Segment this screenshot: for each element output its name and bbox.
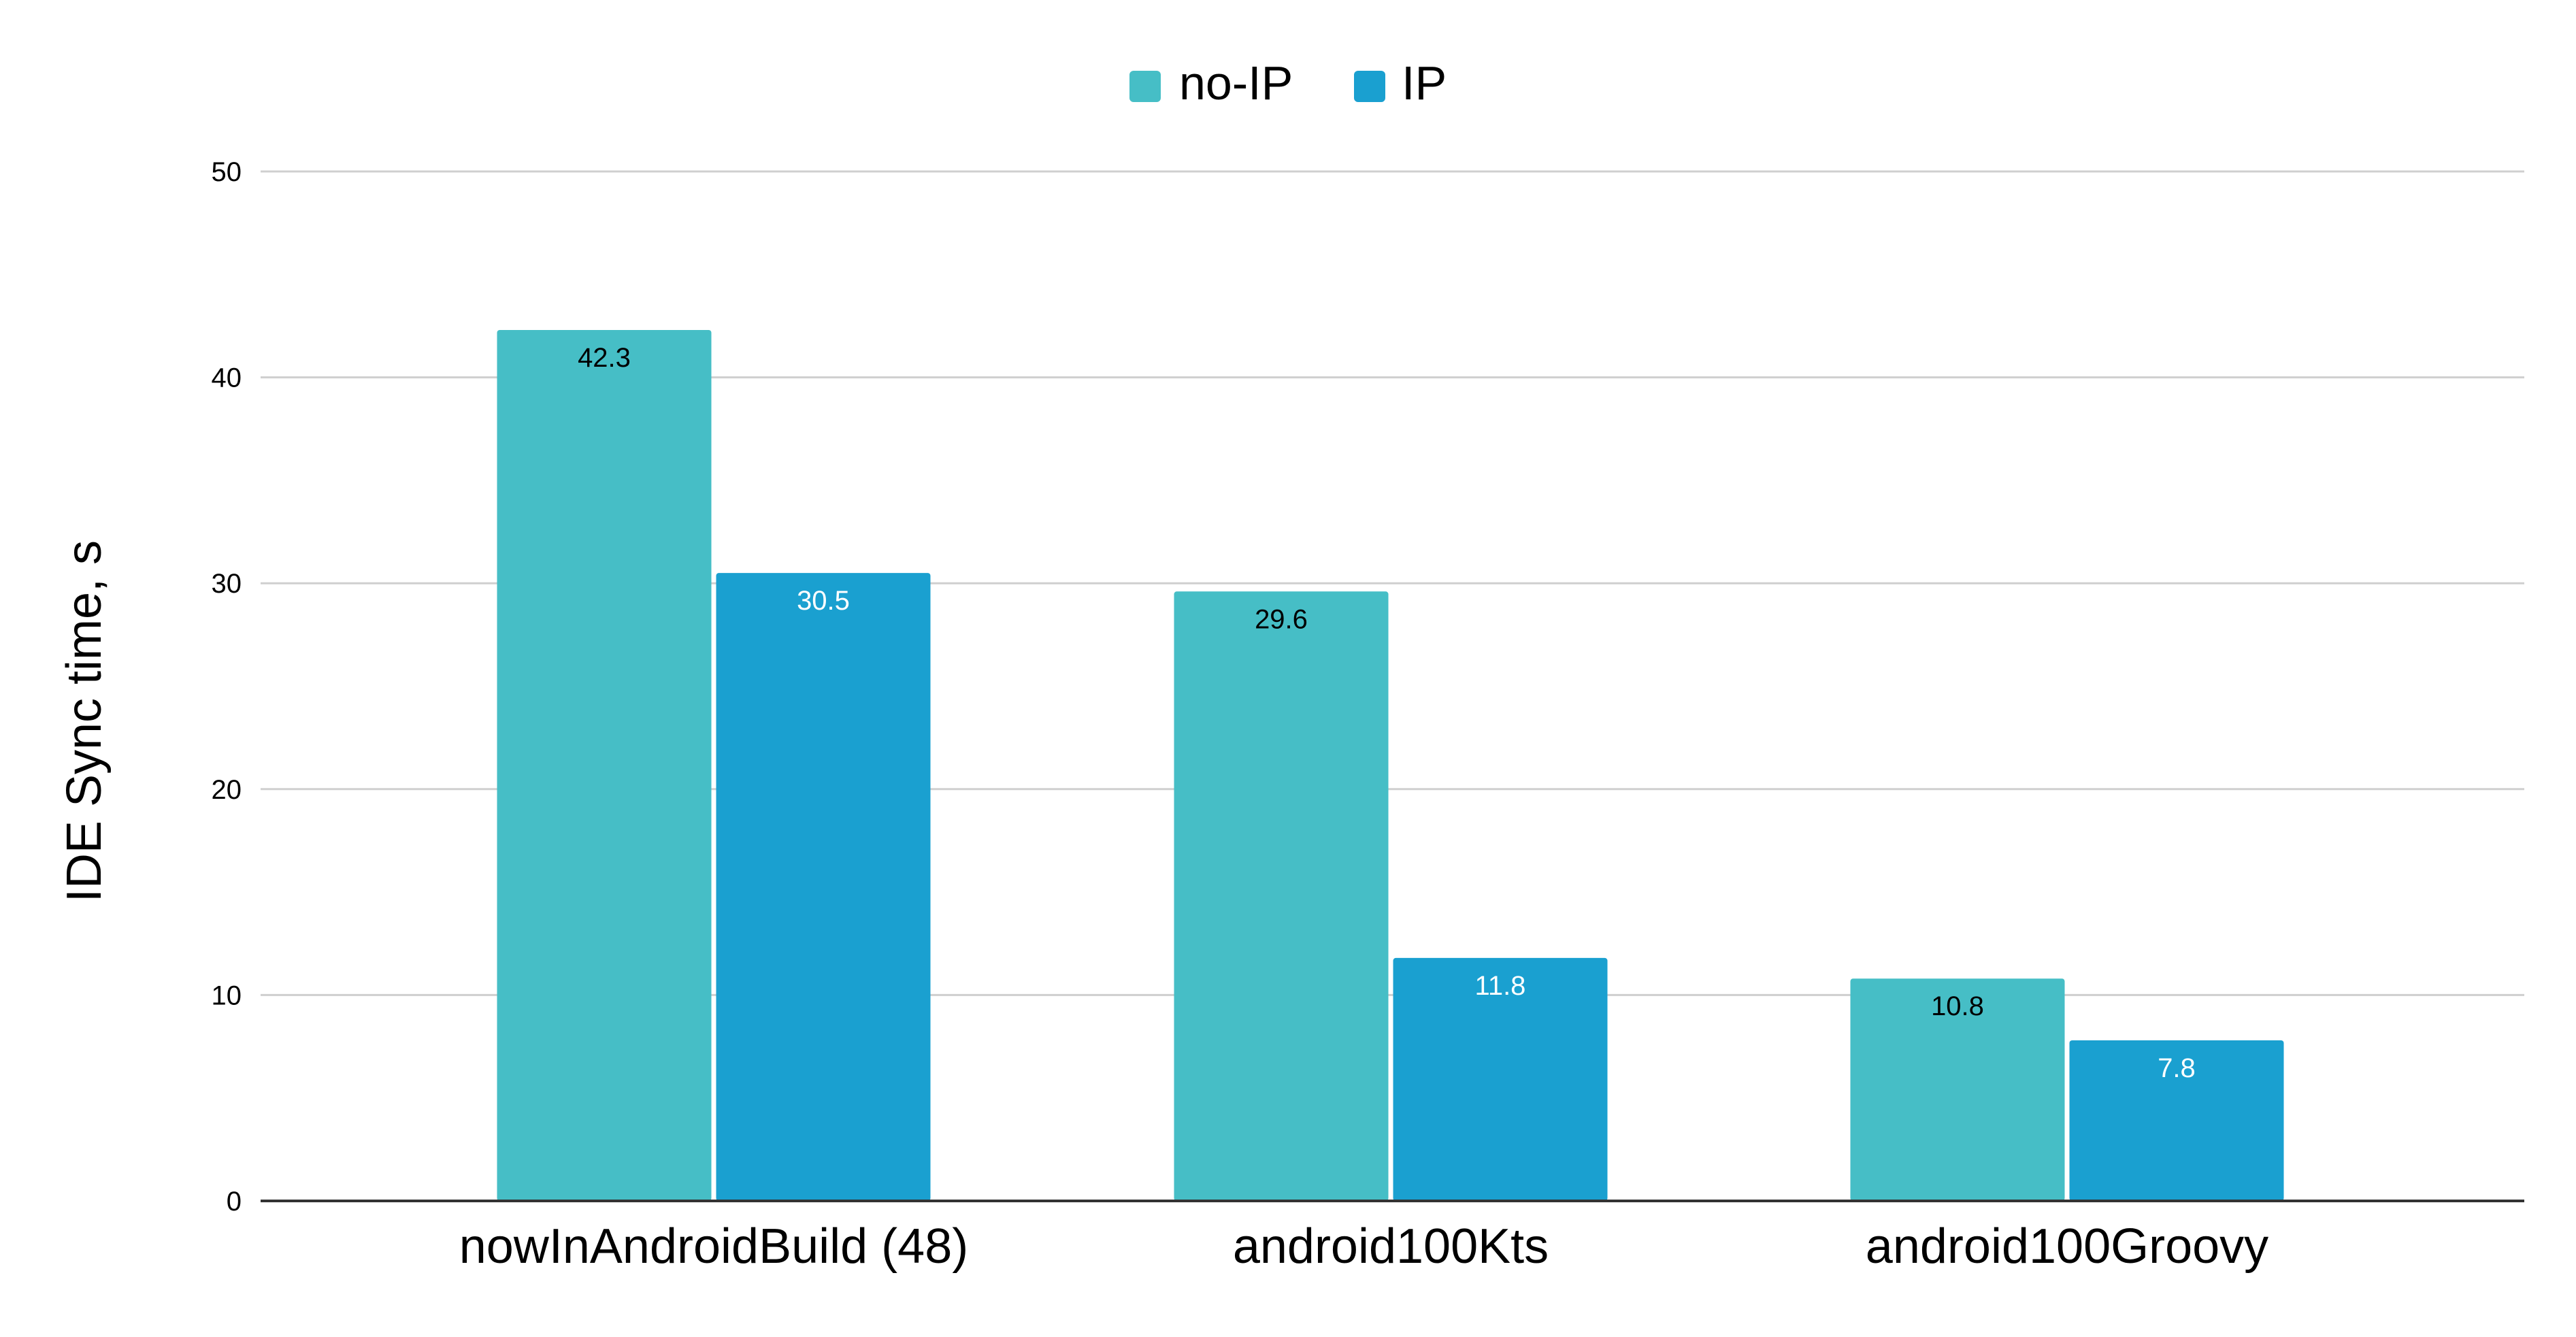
legend-label-no-ip: no-IP (1179, 56, 1293, 110)
y-tick-label: 30 (212, 569, 242, 599)
bar-ip (716, 573, 931, 1201)
x-tick-label: android100Kts (1233, 1219, 1549, 1274)
bar-ip (2069, 1040, 2284, 1201)
x-tick-labels: nowInAndroidBuild (48) android100Kts andro… (459, 1219, 2268, 1274)
data-label: 10.8 (1931, 991, 1984, 1021)
y-axis-title: IDE Sync time, s (57, 540, 112, 902)
bar-no-ip (497, 330, 712, 1202)
bar-no-ip (1850, 978, 2065, 1201)
legend: no-IP IP (1129, 56, 1447, 110)
bar-no-ip (1174, 591, 1389, 1201)
legend-swatch-ip (1354, 71, 1385, 102)
bars (497, 330, 2284, 1202)
y-tick-label: 50 (212, 157, 242, 187)
x-tick-label: android100Groovy (1866, 1219, 2268, 1274)
y-tick-label: 10 (212, 980, 242, 1010)
y-tick-labels: 0 10 20 30 40 50 (212, 157, 242, 1217)
data-labels: 42.3 30.5 29.6 11.8 10.8 7.8 (578, 343, 2196, 1083)
y-tick-label: 0 (227, 1187, 242, 1217)
legend-swatch-no-ip (1129, 71, 1161, 102)
legend-label-ip: IP (1402, 56, 1447, 110)
bar-ip (1393, 957, 1608, 1201)
data-label: 30.5 (797, 586, 850, 616)
x-tick-label: nowInAndroidBuild (48) (459, 1219, 968, 1274)
data-label: 7.8 (2158, 1053, 2196, 1083)
y-tick-label: 20 (212, 775, 242, 805)
data-label: 11.8 (1475, 971, 1526, 1001)
data-label: 42.3 (578, 343, 631, 373)
y-tick-label: 40 (212, 363, 242, 393)
data-label: 29.6 (1255, 604, 1308, 634)
